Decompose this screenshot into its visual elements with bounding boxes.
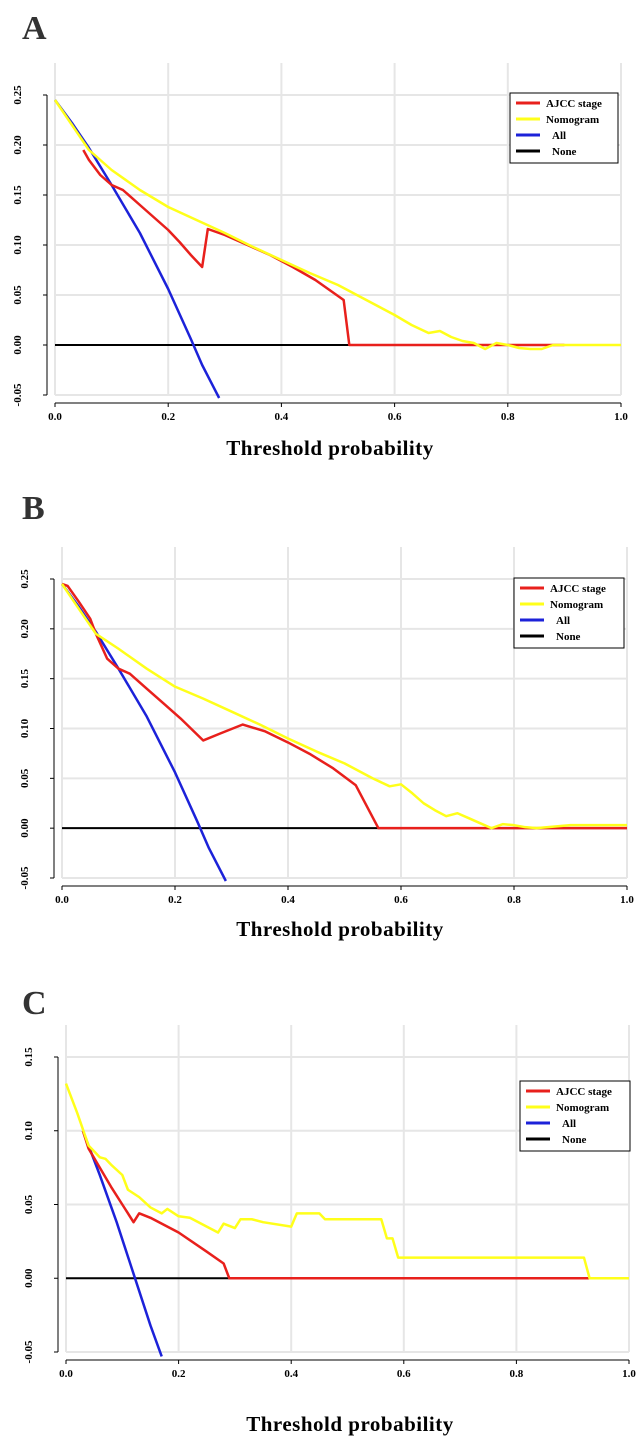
panel-b: B 0.0 0.2 0.4 0.6 0.8 1.0 -0.05 0.00 0.05 0.10 0.1…: [0, 480, 640, 960]
legend-label: Nomogram: [550, 599, 603, 611]
chart-c: 0.0 0.2 0.4 0.6 0.8 1.0 -0.05 0.00 0.05 0.10 0.15 A…: [23, 1025, 636, 1380]
panel-letter-a: A: [22, 10, 47, 47]
x-tick-label: 0.8: [501, 411, 515, 423]
x-tick-label: 0.6: [397, 1368, 411, 1380]
legend-label: AJCC stage: [550, 583, 606, 595]
series-line-ajcc-stage: [81, 1130, 590, 1280]
legend-label: Nomogram: [556, 1102, 609, 1114]
legend-label: AJCC stage: [546, 98, 602, 110]
y-tick-label: 0.10: [12, 235, 24, 255]
series-line-nomogram: [60, 583, 627, 830]
x-tick-label: 0.8: [507, 894, 521, 906]
series-line-nomogram: [53, 99, 621, 351]
legend-label: All: [552, 130, 566, 142]
legend: AJCC stage Nomogram All None: [509, 92, 619, 164]
x-tick-label: 1.0: [622, 1368, 636, 1380]
legend-label: AJCC stage: [556, 1086, 612, 1098]
x-tick-label: 0.2: [161, 411, 175, 423]
legend-label: None: [552, 146, 577, 158]
x-tick-label: 0.2: [168, 894, 182, 906]
panel-c: C 0.0 0.2 0.4 0.6 0.8 1.0 -0.05 0.00 0.05 0.10 0.1…: [0, 960, 640, 1449]
panel-letter-c: C: [22, 985, 47, 1022]
legend: AJCC stage Nomogram All None: [513, 577, 625, 649]
x-tick-label: 0.0: [59, 1368, 73, 1380]
panel-letter-b: B: [22, 490, 45, 527]
x-tick-label: 1.0: [614, 411, 628, 423]
x-tick-label: 0.4: [281, 894, 295, 906]
y-tick-label: 0.25: [12, 85, 24, 105]
chart-b: 0.0 0.2 0.4 0.6 0.8 1.0 -0.05 0.00 0.05 0.10 0.15 0…: [19, 547, 634, 906]
y-tick-label: 0.00: [19, 818, 31, 838]
y-tick-label: 0.15: [19, 669, 31, 689]
y-tick-label: 0.20: [19, 619, 31, 639]
legend-label: All: [556, 615, 570, 627]
x-tick-label: 0.8: [510, 1368, 524, 1380]
chart-a: 0.0 0.2 0.4 0.6 0.8 1.0 -0.05 0.00 0.05 0.10 0.15 0…: [12, 63, 628, 423]
x-tick-label: 0.4: [275, 411, 289, 423]
y-tick-label: 0.20: [12, 135, 24, 155]
x-tick-label: 0.6: [388, 411, 402, 423]
legend-label: All: [562, 1118, 576, 1130]
y-tick-label: -0.05: [12, 383, 24, 406]
y-tick-label: 0.05: [19, 768, 31, 788]
y-tick-label: 0.00: [23, 1268, 35, 1288]
legend-label: None: [562, 1134, 587, 1146]
y-tick-label: 0.05: [23, 1194, 35, 1214]
y-tick-label: 0.00: [12, 335, 24, 355]
x-tick-label: 0.0: [55, 894, 69, 906]
y-tick-label: 0.15: [12, 185, 24, 205]
legend-label: Nomogram: [546, 114, 599, 126]
series-line-nomogram: [64, 1083, 629, 1280]
legend: AJCC stage Nomogram All None: [519, 1080, 631, 1152]
panel-a: A 0.0 0.2 0.4 0.6 0.8 1.0 -0.05 0.00 0.05 0.10 0.1…: [0, 0, 640, 480]
y-tick-label: 0.10: [23, 1121, 35, 1141]
y-tick-label: 0.10: [19, 718, 31, 738]
x-axis-label-c: Threshold probability: [246, 1412, 454, 1436]
x-axis-label-a: Threshold probability: [226, 436, 434, 460]
legend-label: None: [556, 631, 581, 643]
x-tick-label: 0.6: [394, 894, 408, 906]
y-tick-label: 0.25: [19, 569, 31, 589]
y-tick-label: 0.05: [12, 285, 24, 305]
series-line-all: [81, 1130, 163, 1357]
y-tick-label: 0.15: [23, 1047, 35, 1067]
x-tick-label: 0.2: [172, 1368, 186, 1380]
x-axis-label-b: Threshold probability: [236, 917, 444, 941]
y-tick-label: -0.05: [19, 866, 31, 889]
x-tick-label: 0.4: [284, 1368, 298, 1380]
series-line-ajcc-stage: [82, 149, 565, 347]
y-tick-label: -0.05: [23, 1340, 35, 1363]
x-tick-label: 1.0: [620, 894, 634, 906]
x-tick-label: 0.0: [48, 411, 62, 423]
